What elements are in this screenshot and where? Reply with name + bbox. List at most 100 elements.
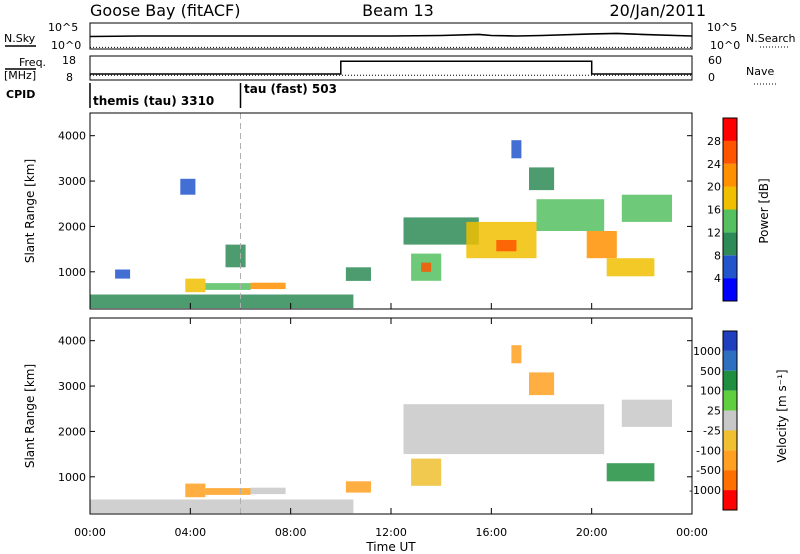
velocity-colorbar-frame [722,330,738,511]
date-title: 20/Jan/2011 [609,1,706,20]
power-colorbar-frame [722,117,738,302]
y-tick-label-2: 3000 [58,175,86,188]
power-colorbar-segment-2 [723,232,737,256]
power-colorbar-tick-6: 28 [707,135,721,148]
freq-left-tick-top: 18 [62,54,76,67]
data-cell-7 [606,463,655,482]
velocity-colorbar-tick-5: -100 [696,444,721,457]
velocity-colorbar-tick-3: 25 [707,405,721,418]
data-cell-5 [411,458,442,486]
data-cell-10 [511,345,522,364]
nave-right-tick-top: 60 [708,54,722,67]
x-tick-label-0: 00:00 [74,526,106,539]
y-tick-label-1: 2000 [58,425,86,438]
power-colorbar-segment-1 [723,255,737,279]
data-cell-2 [185,278,206,293]
freq-unit-label: [MHz] [4,69,36,82]
x-tick-label-3: 12:00 [375,526,407,539]
velocity-y-axis: 1000 2000 3000 4000 [58,335,692,484]
data-cell-15 [606,258,655,277]
data-cell-17 [529,167,555,191]
time-x-axis: 00:00 04:00 08:00 12:00 16:00 20:00 00:00 [74,303,708,539]
power-colorbar-segment-4 [723,186,737,210]
velocity-colorbar-segment-0 [723,331,737,351]
power-colorbar-tick-0: 4 [714,272,721,285]
data-cell-9 [529,372,555,396]
nave-label: Nave [746,65,774,78]
velocity-colorbar-segment-5 [723,430,737,451]
freq-series-line [90,60,692,75]
x-tick-label-2: 08:00 [275,526,307,539]
power-colorbar: 4 8 12 16 20 24 28 [707,117,738,302]
power-colorbar-tick-5: 24 [707,158,721,171]
beam-title: Beam 13 [362,1,434,20]
velocity-colorbar-tick-1: 500 [700,365,721,378]
velocity-colorbar-label: Velocity [m s⁻¹] [775,369,789,462]
velocity-colorbar: 1000 500 100 25 -25 -100 -500 -1000 [689,330,738,511]
noise-left-tick-bottom: 10^0 [51,39,81,52]
power-colorbar-tick-4: 20 [707,181,721,194]
velocity-y-axis-label: Slant Range [km] [23,364,37,468]
velocity-colorbar-segment-4 [723,410,737,431]
data-cell-8 [621,399,672,427]
y-tick-label-1: 2000 [58,220,86,233]
velocity-data [90,345,672,514]
y-tick-label-3: 4000 [58,130,86,143]
cpid-mode-1: tau (fast) 503 [244,82,337,96]
velocity-colorbar-segment-7 [723,470,737,491]
data-cell-7 [345,267,371,281]
noise-panel: N.Sky 10^5 10^0 10^5 10^0 N.Search [4,21,796,52]
nsearch-label: N.Search [746,32,796,45]
velocity-colorbar-tick-4: -25 [703,424,721,437]
velocity-colorbar-segment-6 [723,450,737,471]
velocity-colorbar-segment-8 [723,490,737,510]
freq-label: Freq. [19,56,46,69]
data-cell-5 [225,244,246,268]
data-cell-13 [536,199,605,231]
data-cell-9 [421,262,432,272]
data-cell-4 [345,481,371,493]
data-cell-16 [621,194,672,222]
data-cell-0 [90,499,354,514]
data-cell-3 [250,487,286,495]
velocity-colorbar-tick-0: 1000 [693,345,721,358]
data-cell-18 [511,140,522,159]
data-cell-0 [90,294,354,309]
x-tick-label-4: 16:00 [475,526,507,539]
y-tick-label-3: 4000 [58,335,86,348]
data-cell-1 [115,269,131,279]
power-colorbar-tick-1: 8 [714,249,721,262]
velocity-colorbar-tick-2: 100 [700,385,721,398]
y-tick-label-2: 3000 [58,380,86,393]
nave-right-tick-bottom: 0 [708,71,715,84]
freq-left-tick-bottom: 8 [66,71,73,84]
freq-panel-frame [89,55,693,81]
x-tick-label-5: 20:00 [576,526,608,539]
y-tick-label-0: 1000 [58,471,86,484]
y-tick-label-0: 1000 [58,266,86,279]
nsky-label: N.Sky [4,32,36,45]
velocity-colorbar-tick-6: -500 [696,464,721,477]
data-cell-6 [403,404,605,455]
power-colorbar-segment-0 [723,278,737,301]
power-y-axis: 1000 2000 3000 4000 [58,130,692,279]
data-cell-1 [185,483,206,498]
power-colorbar-tick-3: 16 [707,204,721,217]
power-colorbar-segment-6 [723,140,737,164]
power-y-axis-label: Slant Range [km] [23,159,37,263]
power-colorbar-tick-2: 12 [707,226,721,239]
power-colorbar-segment-7 [723,118,737,141]
data-cell-3 [205,283,251,290]
x-tick-label-6: 00:00 [676,526,708,539]
velocity-colorbar-segment-3 [723,390,737,411]
power-colorbar-segment-3 [723,209,737,233]
data-cell-6 [180,178,196,195]
freq-panel: Freq. [MHz] 18 8 60 0 Nave [4,54,778,85]
power-data [90,140,672,309]
nsky-series-line [89,32,693,38]
cpid-panel: CPID themis (tau) 3310 tau (fast) 503 [6,82,337,108]
noise-right-tick-top: 10^5 [707,21,737,34]
velocity-colorbar-segment-2 [723,370,737,391]
cpid-mode-0: themis (tau) 3310 [93,94,214,108]
